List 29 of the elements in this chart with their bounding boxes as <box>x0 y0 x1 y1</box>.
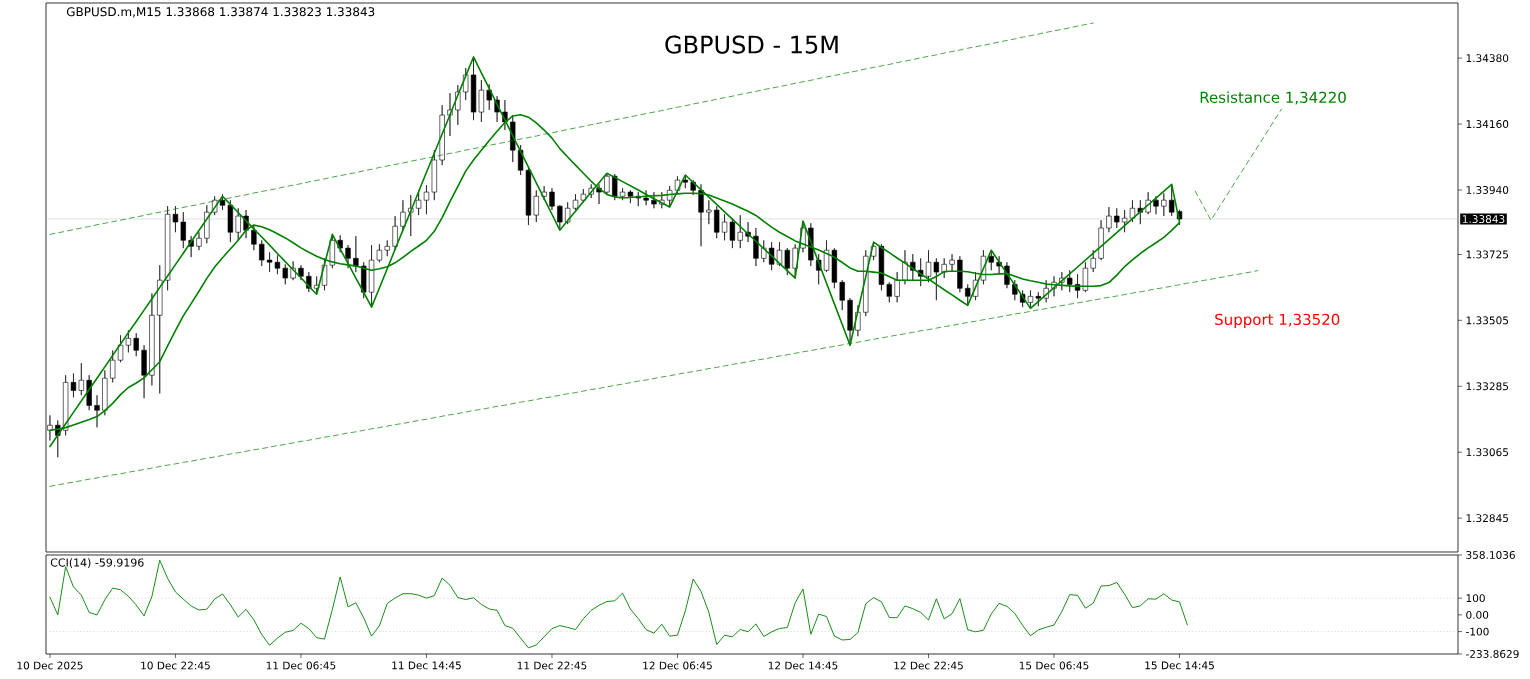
x-tick-label: 15 Dec 14:45 <box>1145 661 1214 670</box>
x-tick-label: 12 Dec 06:45 <box>643 661 712 670</box>
x-tick-label: 11 Dec 14:45 <box>392 661 461 670</box>
chart-title: CCI(14) -59.9196 <box>50 558 144 568</box>
text: GBPUSD - 15M <box>665 35 838 54</box>
y-tick-label: 1.33940 <box>1466 186 1509 194</box>
y-tick-label: 1.34160 <box>1466 120 1509 129</box>
x-tick-label: 10 Dec 22:45 <box>141 661 210 670</box>
y-tick-label: 1.34380 <box>1466 54 1509 63</box>
x-tick-label: 12 Dec 14:45 <box>768 661 838 670</box>
x-tick-label: 11 Dec 06:45 <box>266 661 336 670</box>
y-tick-label: 1.32845 <box>1466 514 1509 523</box>
x-tick-label: 11 Dec 22:45 <box>517 661 587 670</box>
y-tick-label: 358.1036 <box>1466 551 1515 559</box>
y-tick-label: 1.33285 <box>1466 382 1509 391</box>
annotation: Resistance 1,34220 <box>1200 91 1346 105</box>
x-tick-label: 12 Dec 22:45 <box>894 661 963 670</box>
y-tick-label: 1.33505 <box>1466 316 1509 325</box>
x-tick-label: 10 Dec 2025 <box>17 661 83 670</box>
y-tick-label: 1.33065 <box>1466 448 1509 457</box>
y-tick-label: -233.8629 <box>1466 650 1519 658</box>
y-tick-label: 1.33725 <box>1466 250 1509 259</box>
x-tick-label: 15 Dec 06:45 <box>1019 661 1089 670</box>
y-tick-label: -100 <box>1466 627 1489 636</box>
y-tick-label: 0.00 <box>1466 610 1489 619</box>
y-tick-label: 100 <box>1466 594 1485 603</box>
annotation: Support 1,33520 <box>1215 313 1340 328</box>
ref-line-label: 1.33843 <box>1462 215 1505 224</box>
annotation: GBPUSD.m,M15 1.33868 1.33874 1.33823 1.33843 <box>66 7 375 18</box>
